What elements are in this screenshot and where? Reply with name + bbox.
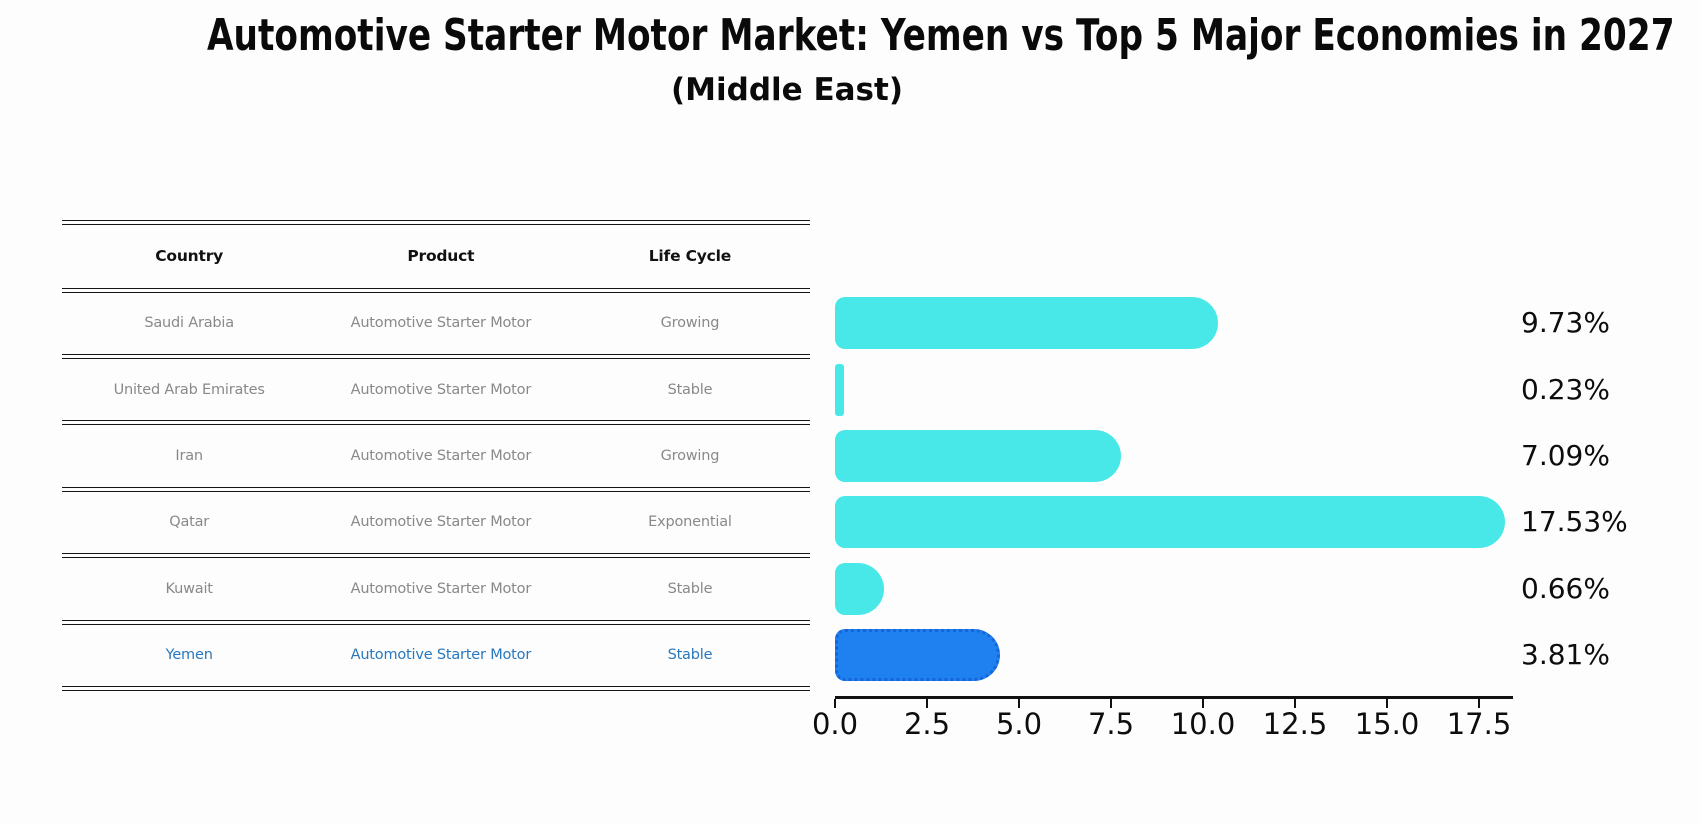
table-rule <box>62 619 810 625</box>
cell-life-cycle: Exponential <box>648 514 732 531</box>
cell-product: Automotive Starter Motor <box>350 514 532 531</box>
x-axis-tick <box>1385 699 1389 708</box>
table-rule <box>62 219 810 225</box>
x-axis-line <box>835 696 1513 699</box>
cell-life-cycle: Growing <box>660 448 720 464</box>
value-label: 7.09% <box>1521 439 1610 472</box>
cell-product: Automotive Starter Motor <box>350 580 532 597</box>
cell-country: Qatar <box>169 514 210 531</box>
x-axis-tick-label: 17.5 <box>1446 707 1512 741</box>
column-header-product: Product <box>407 247 475 265</box>
value-label: 3.81% <box>1521 638 1610 672</box>
value-label: 17.53% <box>1521 505 1628 539</box>
cell-country: Kuwait <box>165 580 213 597</box>
cell-product: Automotive Starter Motor <box>350 315 532 332</box>
x-axis-tick-label: 10.0 <box>1170 707 1236 741</box>
x-axis-tick <box>833 699 837 708</box>
cell-country: Saudi Arabia <box>144 315 234 332</box>
x-axis-tick-label: 7.5 <box>1087 707 1135 741</box>
value-label: 9.73% <box>1521 306 1610 340</box>
x-axis-tick-label: 12.5 <box>1262 707 1328 741</box>
cell-product: Automotive Starter Motor <box>350 381 532 398</box>
cell-life-cycle: Stable <box>667 381 713 398</box>
bar <box>835 363 845 416</box>
cell-country: Yemen <box>165 647 213 664</box>
x-axis-tick <box>925 699 929 708</box>
title-container: Automotive Starter Motor Market: Yemen v… <box>0 10 1675 61</box>
subtitle-container: (Middle East) <box>0 72 1574 108</box>
x-axis-tick-label: 0.0 <box>811 707 859 741</box>
table-row: United Arab Emirates Automotive Starter M… <box>62 370 810 410</box>
cell-country: United Arab Emirates <box>113 381 265 398</box>
bar <box>835 562 885 615</box>
table-row: Saudi Arabia Automotive Starter Motor Grow… <box>62 303 810 343</box>
cell-life-cycle: Growing <box>660 315 720 332</box>
table-rule <box>62 553 810 559</box>
cell-product: Automotive Starter Motor <box>350 448 532 464</box>
table-row: Iran Automotive Starter Motor Growing <box>62 436 810 476</box>
column-header-country: Country <box>155 247 224 265</box>
x-axis-tick <box>1477 699 1481 708</box>
bar <box>835 430 1121 482</box>
x-axis-tick <box>1017 699 1021 708</box>
bar <box>835 297 1219 350</box>
x-axis-tick-label: 15.0 <box>1354 707 1420 741</box>
bar <box>835 496 1506 549</box>
x-axis-tick <box>1201 699 1205 708</box>
cell-country: Iran <box>175 448 203 464</box>
value-label: 0.23% <box>1521 372 1610 406</box>
chart-title: Automotive Starter Motor Market: Yemen v… <box>206 10 1675 61</box>
cell-product: Automotive Starter Motor <box>350 647 532 664</box>
column-header-life-cycle: Life Cycle <box>648 247 732 265</box>
table-rule <box>62 287 810 293</box>
chart-subtitle: (Middle East) <box>670 72 903 108</box>
table-rule <box>62 685 810 691</box>
table-row: Yemen Automotive Starter Motor Stable <box>62 635 810 675</box>
table-row: Qatar Automotive Starter Motor Exponential <box>62 502 810 542</box>
table-header-row: Country Product Life Cycle <box>62 236 810 276</box>
table-rule <box>62 353 810 359</box>
value-label: 0.66% <box>1521 571 1610 605</box>
cell-life-cycle: Stable <box>667 647 713 664</box>
x-axis-tick <box>1293 699 1297 708</box>
bar-highlight <box>835 629 1001 682</box>
table-rule <box>62 486 810 492</box>
table-rule <box>62 420 810 426</box>
x-axis-tick-label: 2.5 <box>903 707 951 741</box>
x-axis-tick <box>1109 699 1113 708</box>
table-row: Kuwait Automotive Starter Motor Stable <box>62 569 810 609</box>
cell-life-cycle: Stable <box>667 580 713 597</box>
x-axis-tick-label: 5.0 <box>995 707 1043 741</box>
